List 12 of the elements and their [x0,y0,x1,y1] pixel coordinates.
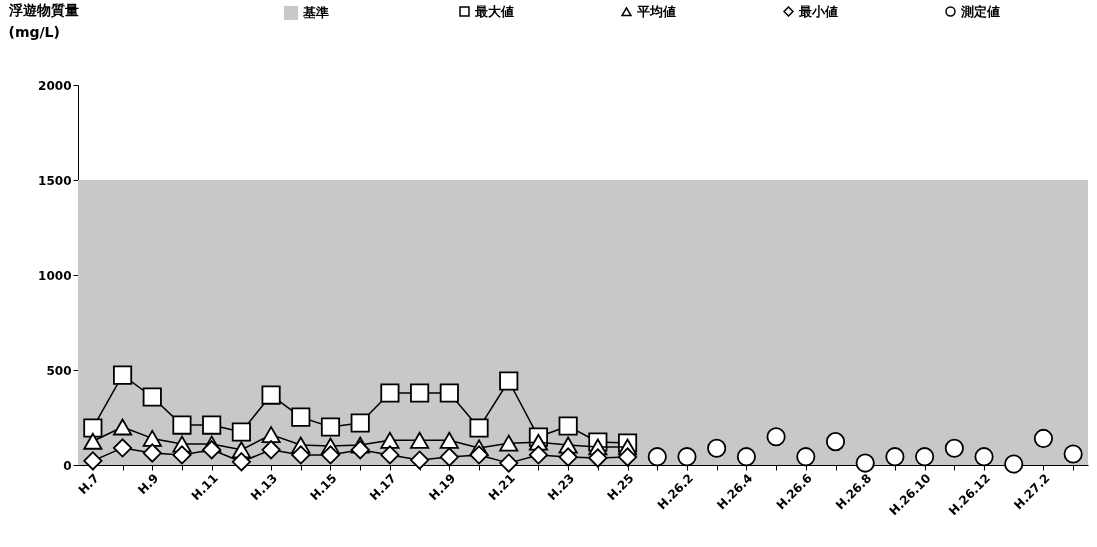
y-tick-label: 2000 [38,78,72,93]
x-tick-label: H.9 [135,471,162,498]
y-axis-title: 浮遊物質量 (mg/L) [7,1,79,40]
legend-label: 最大値 [474,3,514,19]
legend-label: 基準 [302,5,329,20]
legend-label: 最小値 [798,3,838,19]
y-tick-label: 1500 [38,173,72,188]
legend-label: 平均値 [636,3,676,19]
y-tick-label: 500 [46,363,72,378]
legend-label: 測定値 [960,3,1000,19]
y-tick-label: 1000 [38,268,72,283]
y-tick-label: 0 [63,458,72,473]
